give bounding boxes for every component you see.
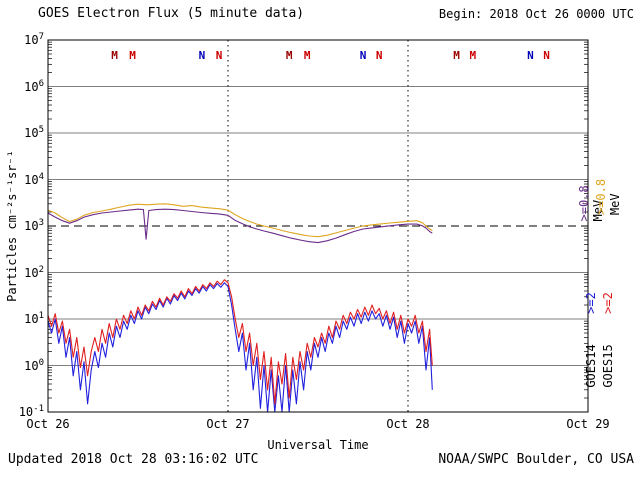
- local-time-marker: M: [286, 49, 293, 62]
- legend-goes15-e08: >=0.8 MeV: [594, 179, 622, 215]
- legend-goes15-e2: >=2: [601, 292, 615, 314]
- legend-goes15-e2-value: >=2: [601, 292, 615, 314]
- y-tick-label: 102: [24, 264, 44, 280]
- legend-goes15-e08-value: >=0.8: [594, 178, 608, 216]
- y-tick-label: 101: [24, 311, 44, 326]
- legend-goes15-e08-unit: MeV: [608, 193, 622, 216]
- y-tick-label: 105: [24, 125, 44, 140]
- local-time-marker: N: [360, 49, 367, 62]
- page-title: GOES Electron Flux (5 minute data): [38, 6, 305, 21]
- legend-goes15-name: GOES15: [601, 344, 615, 388]
- legend-goes14-name: GOES14: [584, 344, 598, 388]
- x-tick-label: Oct 26: [26, 417, 70, 431]
- updated-timestamp: Updated 2018 Oct 28 03:16:02 UTC: [8, 452, 259, 467]
- local-time-marker: N: [527, 49, 534, 62]
- legend-goes14-e08-value: >=0.8: [577, 185, 591, 222]
- y-tick-label: 100: [24, 357, 44, 373]
- y-tick-label: 107: [24, 32, 44, 47]
- local-time-marker: N: [216, 49, 223, 62]
- y-tick-label: 10-1: [18, 404, 44, 419]
- y-tick-label: 104: [24, 171, 44, 187]
- begin-time-label: Begin: 2018 Oct 26 0000 UTC: [438, 7, 634, 21]
- legend-goes14-e2: >=2: [584, 292, 598, 314]
- local-time-marker: M: [129, 49, 136, 62]
- y-tick-label: 106: [24, 78, 44, 94]
- x-axis-label: Universal Time: [267, 438, 369, 452]
- local-time-marker: M: [453, 49, 460, 62]
- local-time-marker: M: [469, 49, 476, 62]
- x-tick-label: Oct 28: [386, 417, 430, 431]
- local-time-marker: N: [543, 49, 550, 62]
- credit-label: NOAA/SWPC Boulder, CO USA: [438, 452, 634, 467]
- y-tick-label: 103: [24, 218, 44, 233]
- legend-goes14-e2-value: >=2: [584, 292, 598, 314]
- local-time-marker: N: [376, 49, 383, 62]
- x-tick-label: Oct 27: [206, 417, 250, 431]
- local-time-marker: N: [199, 49, 206, 62]
- local-time-marker: M: [111, 49, 118, 62]
- x-tick-label: Oct 29: [566, 417, 610, 431]
- local-time-marker: M: [304, 49, 311, 62]
